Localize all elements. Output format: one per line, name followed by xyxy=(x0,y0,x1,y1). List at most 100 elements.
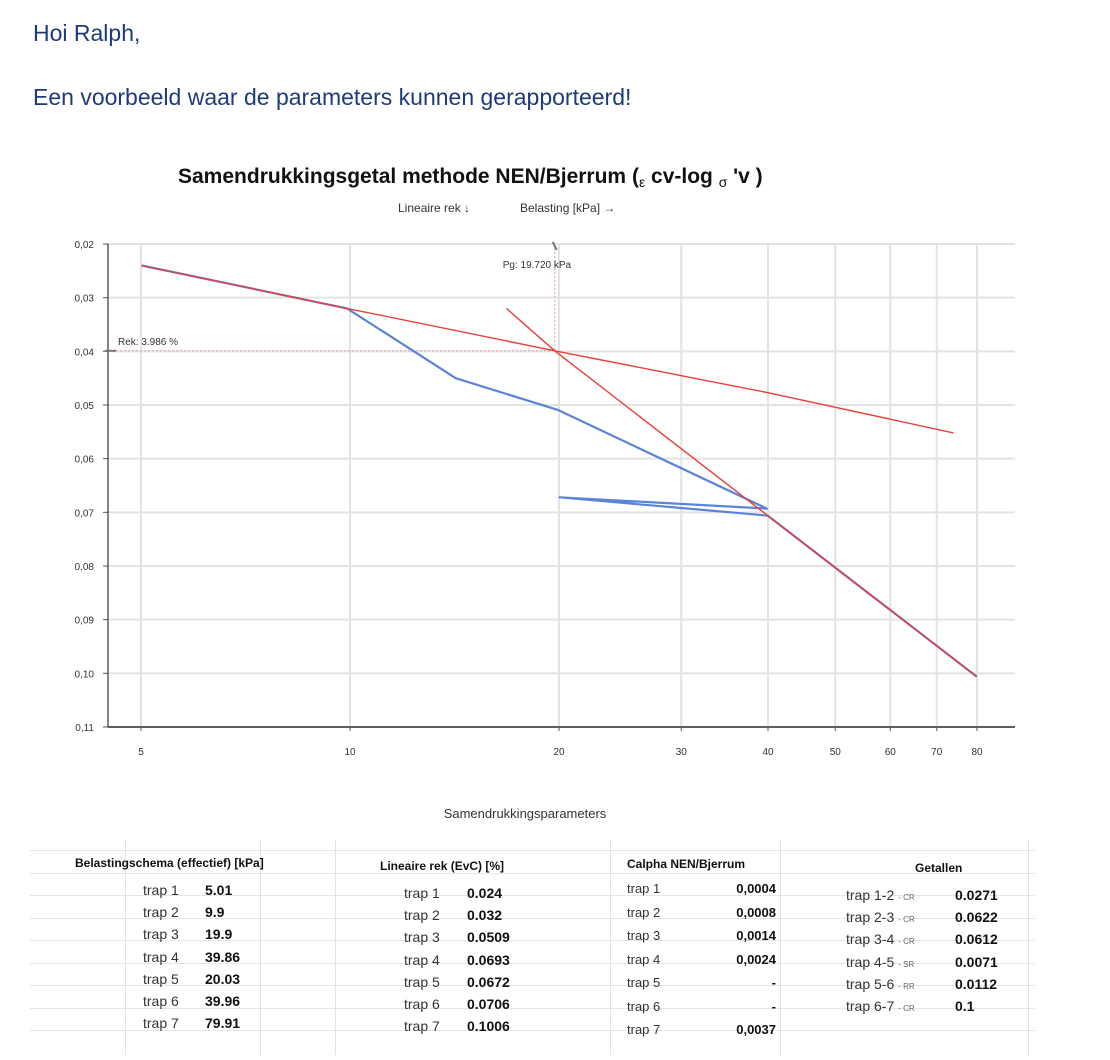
table-header-belasting: Belastingschema (effectief) [kPa] xyxy=(75,856,264,870)
series-line-3 xyxy=(505,307,978,678)
row-tag: - CR xyxy=(898,915,915,925)
table-column-separator xyxy=(610,840,611,1055)
table-row: trap 2 9.9 xyxy=(143,904,224,921)
row-label: trap 1 xyxy=(404,885,440,901)
y-tick-label: 0,08 xyxy=(75,562,95,573)
y-tick-label: 0,03 xyxy=(75,294,95,305)
row-label: trap 1 xyxy=(143,882,179,898)
x-tick-label: 70 xyxy=(931,747,943,758)
table-row: trap 7 0,0037 xyxy=(627,1022,776,1037)
rek-annotation: Rek: 3.986 % xyxy=(118,337,178,348)
row-label: trap 2 xyxy=(143,904,179,921)
chart-title: Samendrukkingsgetal methode NEN/Bjerrum … xyxy=(178,165,763,190)
chart-title-part-1: Samendrukkingsgetal methode NEN/Bjerrum … xyxy=(178,165,639,188)
row-value: 0.0622 xyxy=(955,909,998,926)
row-value: 39.96 xyxy=(205,993,241,1009)
table-row: trap 5 0.0672 xyxy=(404,974,510,990)
x-tick-label: 50 xyxy=(830,747,842,758)
row-value: 0.0612 xyxy=(955,931,998,948)
row-tag: - CR xyxy=(898,893,915,902)
email-greeting: Hoi Ralph, xyxy=(33,20,141,46)
table-row: trap 5 20.03 xyxy=(143,970,240,987)
table-column-separator xyxy=(1028,840,1029,1055)
x-tick-label: 80 xyxy=(971,747,983,758)
row-value: 0.0693 xyxy=(467,951,510,968)
table-row: trap 6 - xyxy=(627,998,776,1014)
y-tick-label: 0,04 xyxy=(75,347,95,358)
x-tick-label: 20 xyxy=(553,747,565,758)
row-label: trap 3 xyxy=(143,926,179,943)
y-tick-label: 0,09 xyxy=(75,616,95,627)
row-label: trap 2-3 xyxy=(846,909,895,926)
y-tick-label: 0,10 xyxy=(75,669,95,680)
row-tag: - RR xyxy=(898,981,915,991)
table-gridline xyxy=(30,1030,1035,1031)
row-label: trap 4 xyxy=(627,951,661,967)
row-label: trap 1-2 xyxy=(846,887,895,903)
x-tick-label: 60 xyxy=(885,747,897,758)
row-label: trap 5 xyxy=(627,975,661,990)
parameters-title: Samendrukkingsparameters xyxy=(443,806,607,821)
table-row: trap 4 39.86 xyxy=(143,948,240,965)
plot-area: 5 10 20 30 40 50 60 70 80 0,02 0,03 0,04 0,05 0,06 0,0… xyxy=(75,240,1015,758)
x-tick-label: 40 xyxy=(762,747,774,758)
table-gridline xyxy=(30,962,1035,964)
row-value: - xyxy=(771,998,776,1014)
row-label: trap 6 xyxy=(404,996,440,1012)
row-value: 0.032 xyxy=(467,907,503,924)
row-value: 0.1 xyxy=(955,998,975,1014)
table-column-separator xyxy=(335,840,336,1055)
table-row: trap 4 0,0024 xyxy=(627,951,776,967)
row-value: 0.0509 xyxy=(467,929,510,946)
table-column-separator xyxy=(780,840,781,1055)
table-row: trap 3-4- CR 0.0612 xyxy=(846,931,998,948)
y-tick-label: 0,05 xyxy=(75,401,95,412)
row-value: 0,0004 xyxy=(736,881,776,896)
table-row: trap 3 19.9 xyxy=(143,926,232,943)
row-label: trap 5 xyxy=(143,970,179,987)
table-row: trap 6 0.0706 xyxy=(404,996,510,1012)
table-row: trap 2 0,0008 xyxy=(627,904,776,920)
pg-marker xyxy=(551,241,558,251)
table-header-calpha: Calpha NEN/Bjerrum xyxy=(627,857,746,871)
y-tick-label: 0,06 xyxy=(75,455,95,466)
row-label: trap 2 xyxy=(627,904,661,920)
x-tick-label: 10 xyxy=(344,747,356,758)
table-row: trap 6-7- CR 0.1 xyxy=(846,998,974,1014)
table-row: trap 3 0,0014 xyxy=(627,928,776,943)
table-row: trap 3 0.0509 xyxy=(404,929,510,945)
row-value: 9.9 xyxy=(205,904,225,921)
chart-subtitle-right: Belasting [kPa] → xyxy=(520,201,615,215)
row-value: 0,0024 xyxy=(736,951,776,967)
x-tick-label: 30 xyxy=(676,747,688,758)
table-gridline xyxy=(30,895,1035,896)
row-value: 79.91 xyxy=(205,1015,241,1032)
row-value: 19.9 xyxy=(205,926,233,943)
table-row: trap 7 79.91 xyxy=(143,1015,240,1032)
row-label: trap 1 xyxy=(627,881,661,896)
row-label: trap 3-4 xyxy=(846,931,895,948)
row-label: trap 7 xyxy=(627,1022,661,1037)
row-label: trap 6 xyxy=(627,998,661,1014)
row-value: 0,0014 xyxy=(736,928,776,943)
row-tag: - CR xyxy=(898,1004,915,1013)
table-row: trap 7 0.1006 xyxy=(404,1018,510,1034)
chart-title-epsilon: ε xyxy=(639,174,645,190)
table-row: trap 1 0.024 xyxy=(404,885,502,901)
row-label: trap 3 xyxy=(627,928,661,943)
row-label: trap 7 xyxy=(143,1015,179,1032)
row-label: trap 4 xyxy=(143,948,179,965)
table-row: trap 6 39.96 xyxy=(143,993,240,1009)
row-value: 0.1006 xyxy=(467,1018,510,1035)
table-gridline xyxy=(30,940,1035,941)
row-label: trap 6 xyxy=(143,993,179,1009)
table-gridline xyxy=(30,1007,1035,1009)
chart-title-part-3: 'v ) xyxy=(727,165,762,188)
table-row: trap 5-6- RR 0.0112 xyxy=(846,976,997,992)
chart-title-sigma: σ xyxy=(719,174,728,190)
table-row: trap 1-2- CR 0.0271 xyxy=(846,887,998,903)
table-header-rek: Lineaire rek (EvC) [%] xyxy=(380,859,505,873)
y-tick-label: 0,11 xyxy=(75,723,94,734)
row-value: 0.024 xyxy=(467,885,503,901)
y-tick-label: 0,02 xyxy=(75,240,95,251)
